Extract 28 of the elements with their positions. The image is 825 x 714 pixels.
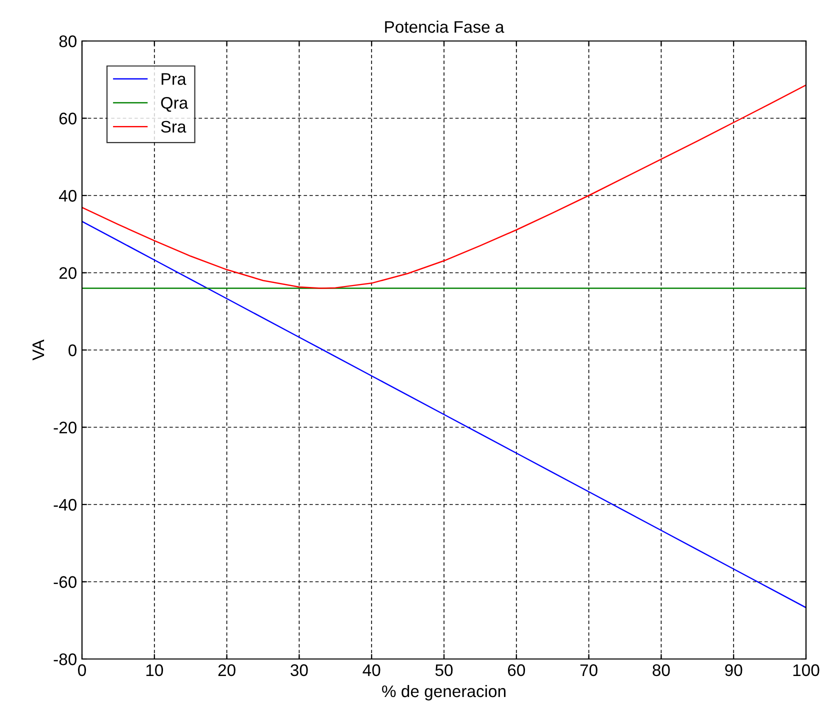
y-tick-label: 20 <box>59 267 76 279</box>
x-tick-label: 70 <box>580 664 598 676</box>
x-tick-label: 60 <box>508 664 526 676</box>
y-tick-label: 0 <box>68 344 76 356</box>
x-tick-label: 0 <box>78 664 86 676</box>
y-tick-label: 40 <box>58 190 76 202</box>
y-tick-label: -80 <box>54 653 76 666</box>
x-tick-label: 50 <box>435 664 453 676</box>
y-axis-title: VA <box>32 340 44 360</box>
line-series <box>82 84 806 289</box>
chart-title: Potencia Fase a <box>385 20 504 33</box>
legend-label: Sra <box>161 120 186 133</box>
x-tick-label: 20 <box>218 664 236 676</box>
x-tick-label: 100 <box>793 664 820 676</box>
legend-label: Pra <box>162 73 186 85</box>
y-tick-label: 60 <box>59 112 76 124</box>
y-tick-label: -20 <box>54 422 76 434</box>
y-tick-label: 80 <box>59 35 76 48</box>
x-tick-label: 40 <box>362 664 380 676</box>
y-tick-label: -60 <box>54 576 76 588</box>
x-tick-label: 10 <box>146 664 164 676</box>
x-tick-label: 80 <box>652 664 670 676</box>
y-tick-label: -40 <box>54 498 76 511</box>
x-tick-label: 90 <box>725 664 742 676</box>
x-tick-label: 30 <box>290 664 308 676</box>
legend-label: Qra <box>161 96 188 112</box>
x-axis-title: % de generacion <box>382 684 506 700</box>
line-series <box>82 220 806 608</box>
